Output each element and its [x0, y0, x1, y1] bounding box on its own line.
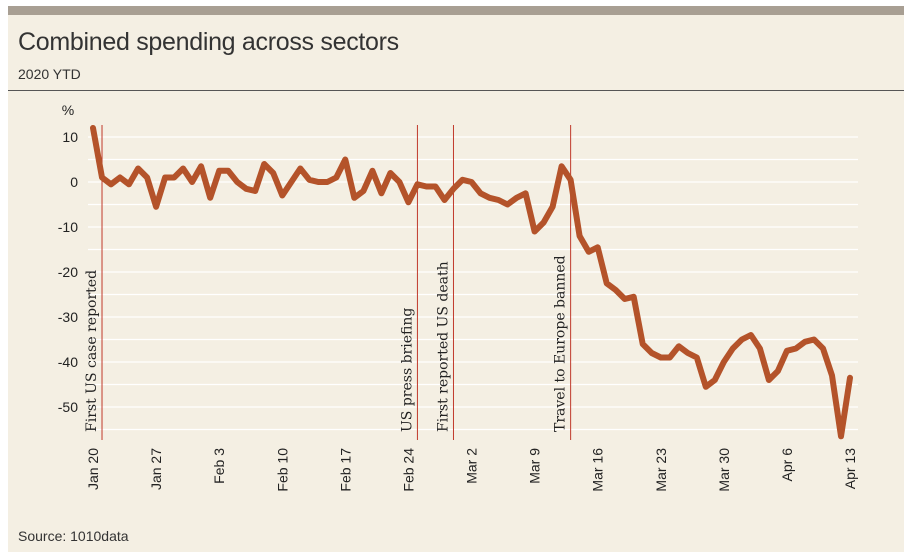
chart-panel: Combined spending across sectors 2020 YT… — [8, 6, 904, 552]
annotation-label: US press briefing — [399, 308, 415, 432]
x-tick-label: Feb 17 — [337, 448, 353, 492]
series-line — [90, 125, 853, 440]
y-tick-label: -20 — [58, 264, 78, 280]
x-tick-label: Feb 24 — [400, 448, 416, 492]
x-tick-label: Mar 23 — [653, 448, 669, 492]
annotation-label: Travel to Europe banned — [553, 255, 569, 432]
y-tick-label: -40 — [58, 354, 78, 370]
y-tick-label: 10 — [62, 129, 78, 145]
x-tick-label: Mar 2 — [464, 448, 480, 484]
x-tick-label: Mar 16 — [590, 448, 606, 492]
annotation-label: First reported US death — [435, 261, 451, 432]
x-tick-label: Mar 9 — [527, 448, 543, 484]
x-tick-label: Mar 30 — [716, 448, 732, 492]
source-note: Source: 1010data — [18, 528, 129, 544]
x-tick-label: Apr 6 — [779, 448, 795, 482]
x-tick-label: Feb 3 — [211, 448, 227, 484]
chart-subtitle: 2020 YTD — [18, 66, 81, 82]
annotation-label: First US case reported — [84, 270, 100, 432]
header-divider — [8, 90, 904, 91]
x-tick-label: Jan 27 — [148, 448, 164, 490]
x-tick-label: Feb 10 — [274, 448, 290, 492]
top-rule — [8, 6, 904, 15]
x-tick-label: Jan 20 — [85, 448, 101, 490]
y-axis-unit: % — [62, 102, 74, 118]
x-tick-label: Apr 13 — [842, 448, 858, 489]
y-tick-label: -30 — [58, 309, 78, 325]
y-tick-label: -10 — [58, 219, 78, 235]
y-tick-label: -50 — [58, 399, 78, 415]
y-tick-label: 0 — [70, 174, 78, 190]
chart-title: Combined spending across sectors — [18, 28, 399, 56]
